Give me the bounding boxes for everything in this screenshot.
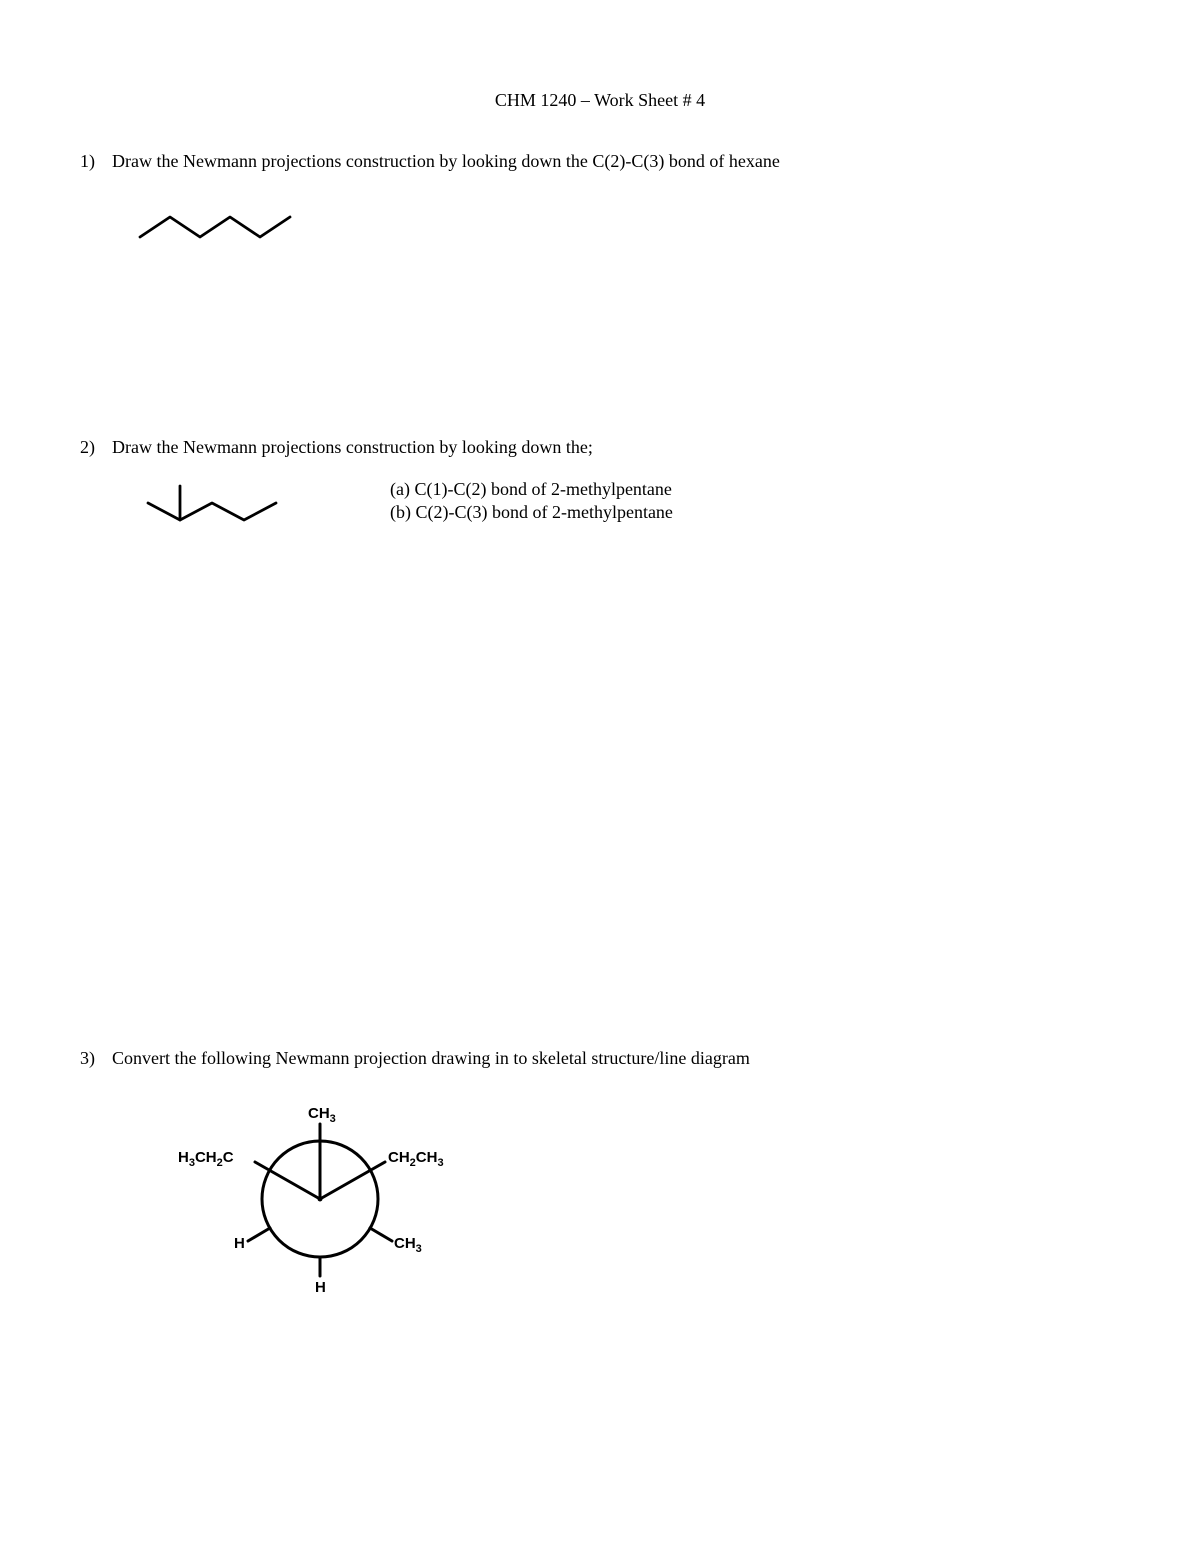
methylpentane-zigzag-icon bbox=[130, 478, 300, 543]
q3-text: Convert the following Newmann projection… bbox=[112, 1048, 1120, 1069]
question-2: 2) Draw the Newmann projections construc… bbox=[80, 437, 1120, 1008]
hexane-zigzag-icon bbox=[130, 202, 330, 252]
q1-diagram bbox=[130, 202, 1120, 257]
q2-subparts: (a) C(1)-C(2) bond of 2-methylpentane (b… bbox=[390, 478, 673, 525]
q1-number: 1) bbox=[80, 151, 112, 172]
label-ch3-top: CH3 bbox=[308, 1105, 336, 1125]
label-h3ch2c: H3CH2C bbox=[178, 1149, 234, 1169]
q2-number: 2) bbox=[80, 437, 112, 458]
q3-diagram: CH3 H3CH2C CH2CH3 H CH3 H bbox=[170, 1094, 1120, 1299]
label-h-bottom: H bbox=[315, 1279, 326, 1294]
label-ch3-right: CH3 bbox=[394, 1235, 422, 1255]
question-3: 3) Convert the following Newmann project… bbox=[80, 1048, 1120, 1299]
label-ch2ch3: CH2CH3 bbox=[388, 1149, 444, 1169]
q1-text: Draw the Newmann projections constructio… bbox=[112, 151, 1120, 172]
page-title: CHM 1240 – Work Sheet # 4 bbox=[80, 90, 1120, 111]
q2-sub-b: (b) C(2)-C(3) bond of 2-methylpentane bbox=[390, 501, 673, 524]
q3-number: 3) bbox=[80, 1048, 112, 1069]
newman-projection-icon: CH3 H3CH2C CH2CH3 H CH3 H bbox=[170, 1094, 470, 1294]
question-1: 1) Draw the Newmann projections construc… bbox=[80, 151, 1120, 397]
q2-text: Draw the Newmann projections constructio… bbox=[112, 437, 1120, 458]
q2-diagram bbox=[130, 478, 300, 548]
q2-sub-a: (a) C(1)-C(2) bond of 2-methylpentane bbox=[390, 478, 673, 501]
worksheet-page: CHM 1240 – Work Sheet # 4 1) Draw the Ne… bbox=[0, 0, 1200, 1299]
label-h-left: H bbox=[234, 1235, 245, 1252]
